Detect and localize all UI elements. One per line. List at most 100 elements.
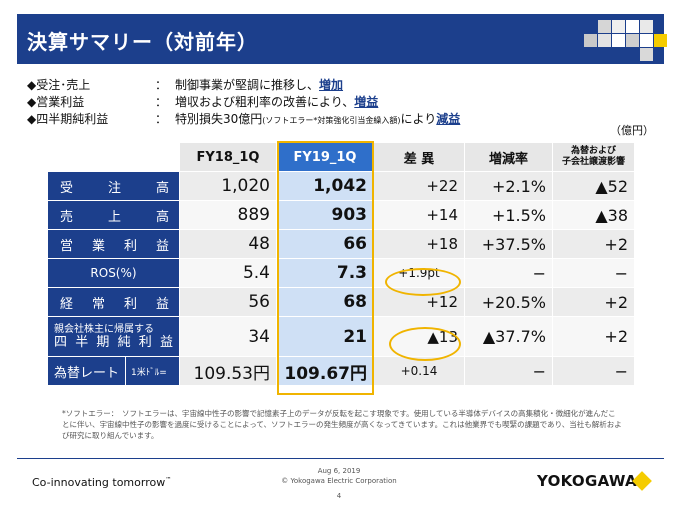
page-title: 決算サマリー（対前年） <box>27 30 258 54</box>
table-corner <box>47 142 180 172</box>
cell-fx-impact: +2 <box>552 287 635 317</box>
bullet-text-post: により <box>400 112 437 126</box>
cell-rate: +1.5% <box>464 200 553 230</box>
row-label-char: 利 <box>123 238 137 254</box>
row-label-sub: 1米ﾄﾞﾙ= <box>125 357 167 385</box>
row-label-char: 四 <box>54 334 68 350</box>
decor-square <box>626 34 639 47</box>
footer-date: Aug 6, 2019 <box>317 467 361 475</box>
row-label-char: 純 <box>117 334 131 350</box>
cell-diff: +0.14 <box>373 356 465 386</box>
bullet-emphasis: 減益 <box>436 112 461 126</box>
row-label-wrap: 売上高 <box>54 206 173 225</box>
row-label-wrap: 経常利益 <box>54 293 173 312</box>
bullet-text-pre: 制御事業が堅調に推移し、 <box>175 78 320 92</box>
bullet-emphasis: 増益 <box>354 95 379 109</box>
decor-square <box>612 20 625 33</box>
header-diff: 差 異 <box>373 142 465 172</box>
bullet-colon: ： <box>155 78 168 92</box>
cell-fy18: 48 <box>179 229 277 259</box>
cell-fy18: 889 <box>179 200 277 230</box>
row-label: 売上高 <box>47 200 180 230</box>
header-fx-impact: 為替および 子会社譲渡影響 <box>552 142 635 172</box>
table-header-row: FY18_1Q FY19_1Q 差 異 増減率 為替および 子会社譲渡影響 <box>47 142 635 172</box>
tagline-text: Co-innovating tomorrow <box>32 476 166 489</box>
cell-fy18: 5.4 <box>179 258 277 288</box>
bullet-colon: ： <box>155 95 168 109</box>
row-label-char: 益 <box>159 334 173 350</box>
decor-square <box>640 34 653 47</box>
bullet-text: 特別損失30億円(ソフトエラー*対策強化引当金繰入額)により減益 <box>175 111 460 129</box>
bullet-emphasis: 増加 <box>319 78 344 92</box>
row-label-char: 半 <box>75 334 89 350</box>
decor-square <box>584 34 597 47</box>
cell-rate: +2.1% <box>464 171 553 201</box>
bullet-colon: ： <box>155 112 168 126</box>
footer-copyright: © Yokogawa Electric Corporation <box>281 477 397 485</box>
table-row: 親会社株主に帰属する四半期純利益 34 21 ▲13 ▲37.7% +2 <box>47 316 635 357</box>
cell-rate: +20.5% <box>464 287 553 317</box>
cell-fx-impact: +2 <box>552 316 635 357</box>
row-label-char: 益 <box>155 238 169 254</box>
decor-square-accent <box>654 34 667 47</box>
row-label: 営業利益 <box>47 229 180 259</box>
header-rate: 増減率 <box>464 142 553 172</box>
table-row: 売 上 高 889 903 +14 +1.5% ▲38 <box>47 200 635 230</box>
cell-fy19: 1,042 <box>276 171 374 201</box>
row-label: ROS(%) <box>47 258 180 288</box>
cell-rate: +37.5% <box>464 229 553 259</box>
cell-fx-impact: +2 <box>552 229 635 259</box>
header-fx-line2: 子会社譲渡影響 <box>561 157 625 167</box>
row-label-char: 注 <box>107 180 121 196</box>
row-label-text: 為替レート <box>54 365 120 381</box>
cell-fx-impact: − <box>552 356 635 386</box>
cell-fy18: 56 <box>179 287 277 317</box>
row-label-char: 利 <box>138 334 152 350</box>
cell-fy19: 66 <box>276 229 374 259</box>
table-row: 経 常 利 益 56 68 +12 +20.5% +2 <box>47 287 635 317</box>
row-label-wrap: 受注高 <box>54 177 173 196</box>
decor-square <box>598 20 611 33</box>
cell-diff: ▲13 <box>373 316 465 357</box>
unit-label: （億円） <box>610 124 654 137</box>
bullet-text: 制御事業が堅調に推移し、増加 <box>175 77 343 94</box>
tagline-tm: ™ <box>165 476 172 484</box>
cell-fy18: 34 <box>179 316 277 357</box>
title-bar: 決算サマリー（対前年） <box>17 14 667 64</box>
row-label-char: 売 <box>60 209 74 225</box>
cell-diff: +18 <box>373 229 465 259</box>
row-label-line1: 親会社株主に帰属する <box>54 323 154 335</box>
cell-rate: − <box>464 356 553 386</box>
cell-rate: − <box>464 258 553 288</box>
footer-tagline: Co-innovating tomorrow™ <box>32 476 171 489</box>
cell-fx-impact: − <box>552 258 635 288</box>
row-label-char: 益 <box>155 296 169 312</box>
row-label-char: 常 <box>91 296 105 312</box>
row-label: 受注高 <box>47 171 180 201</box>
row-label-char: 高 <box>155 209 169 225</box>
row-label-wrap: 営業利益 <box>54 235 173 254</box>
row-label-char: 経 <box>60 296 74 312</box>
row-label: 親会社株主に帰属する四半期純利益 <box>47 316 180 357</box>
cell-fy18: 109.53円 <box>179 356 277 386</box>
row-label: 経常利益 <box>47 287 180 317</box>
decor-square <box>612 34 625 47</box>
header-fx-line1: 為替および <box>570 146 616 156</box>
row-label-char: 上 <box>107 209 121 225</box>
cell-fx-impact: ▲38 <box>552 200 635 230</box>
table-row: 営 業 利 益 48 66 +18 +37.5% +2 <box>47 229 635 259</box>
cell-fy18: 1,020 <box>179 171 277 201</box>
cell-rate: ▲37.7% <box>464 316 553 357</box>
cell-diff: +1.9pt <box>373 258 465 288</box>
page-number: 4 <box>336 492 342 500</box>
row-label-char: 期 <box>96 334 110 350</box>
row-label: 為替レート 1米ﾄﾞﾙ= <box>47 356 180 386</box>
decor-square <box>640 48 653 61</box>
row-label-line2: 四半期純利益 <box>54 334 173 350</box>
cell-fy19: 903 <box>276 200 374 230</box>
cell-fy19: 109.67円 <box>276 356 374 386</box>
bullet-text-small: (ソフトエラー*対策強化引当金繰入額) <box>262 116 401 125</box>
summary-table: FY18_1Q FY19_1Q 差 異 増減率 為替および 子会社譲渡影響 受 注… <box>47 142 635 386</box>
cell-fy19: 7.3 <box>276 258 374 288</box>
